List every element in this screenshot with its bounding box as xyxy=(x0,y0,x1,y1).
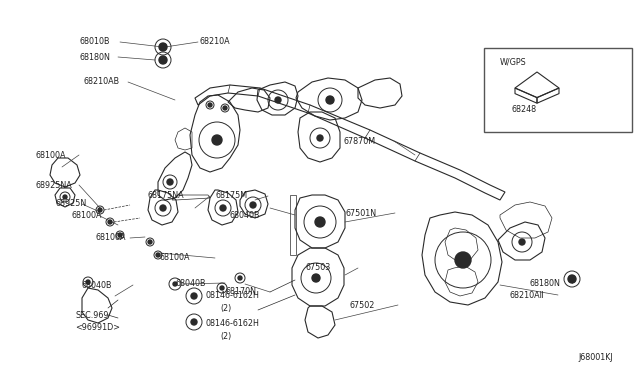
Text: 68210AB: 68210AB xyxy=(84,77,120,87)
Text: 68100A: 68100A xyxy=(72,212,102,221)
Text: <96991D>: <96991D> xyxy=(75,324,120,333)
Circle shape xyxy=(156,253,160,257)
Text: (2): (2) xyxy=(220,331,231,340)
Text: 68248: 68248 xyxy=(512,106,537,115)
Text: 08146-6162H: 08146-6162H xyxy=(205,320,259,328)
Circle shape xyxy=(238,276,242,280)
Circle shape xyxy=(63,195,67,199)
Text: 68040B: 68040B xyxy=(82,280,113,289)
Text: 68040B: 68040B xyxy=(230,211,260,219)
Text: 68100A: 68100A xyxy=(35,151,65,160)
Text: W/GPS: W/GPS xyxy=(500,58,527,67)
Text: 68180N: 68180N xyxy=(79,52,110,61)
Circle shape xyxy=(148,240,152,244)
Text: 67870M: 67870M xyxy=(343,137,375,145)
Text: 67501N: 67501N xyxy=(345,208,376,218)
Text: 68925N: 68925N xyxy=(55,199,86,208)
Text: 68100A: 68100A xyxy=(160,253,191,263)
Circle shape xyxy=(208,103,212,107)
Circle shape xyxy=(108,220,112,224)
Circle shape xyxy=(118,233,122,237)
Circle shape xyxy=(250,202,256,208)
Circle shape xyxy=(160,205,166,211)
Text: 68925NA: 68925NA xyxy=(35,180,72,189)
Text: 68175NA: 68175NA xyxy=(148,192,184,201)
Text: 67503: 67503 xyxy=(305,263,330,273)
Circle shape xyxy=(315,217,325,227)
Text: (2): (2) xyxy=(220,304,231,312)
Circle shape xyxy=(167,179,173,185)
Text: 68180N: 68180N xyxy=(530,279,561,288)
Circle shape xyxy=(275,97,281,103)
Circle shape xyxy=(317,135,323,141)
Text: 68210AⅡ: 68210AⅡ xyxy=(510,291,545,299)
Text: SEC.969: SEC.969 xyxy=(75,311,109,321)
Circle shape xyxy=(86,280,90,284)
Text: 67502: 67502 xyxy=(350,301,376,310)
Circle shape xyxy=(312,274,320,282)
Circle shape xyxy=(220,205,226,211)
Circle shape xyxy=(519,239,525,245)
Circle shape xyxy=(159,56,167,64)
Circle shape xyxy=(191,293,197,299)
Circle shape xyxy=(212,135,222,145)
Circle shape xyxy=(220,286,224,290)
Bar xyxy=(484,48,632,132)
Text: 68170N: 68170N xyxy=(225,288,256,296)
Text: 08146-6162H: 08146-6162H xyxy=(205,292,259,301)
Circle shape xyxy=(98,208,102,212)
Circle shape xyxy=(568,275,576,283)
Text: 68100A: 68100A xyxy=(95,232,125,241)
Circle shape xyxy=(191,319,197,325)
Text: 68040B: 68040B xyxy=(175,279,205,288)
Text: J68001KJ: J68001KJ xyxy=(578,353,612,362)
Circle shape xyxy=(173,282,177,286)
Circle shape xyxy=(159,43,167,51)
Text: 68010B: 68010B xyxy=(79,38,110,46)
Circle shape xyxy=(223,106,227,110)
Circle shape xyxy=(455,252,471,268)
Text: 68175M: 68175M xyxy=(215,192,247,201)
Circle shape xyxy=(326,96,334,104)
Text: 68210A: 68210A xyxy=(200,38,230,46)
